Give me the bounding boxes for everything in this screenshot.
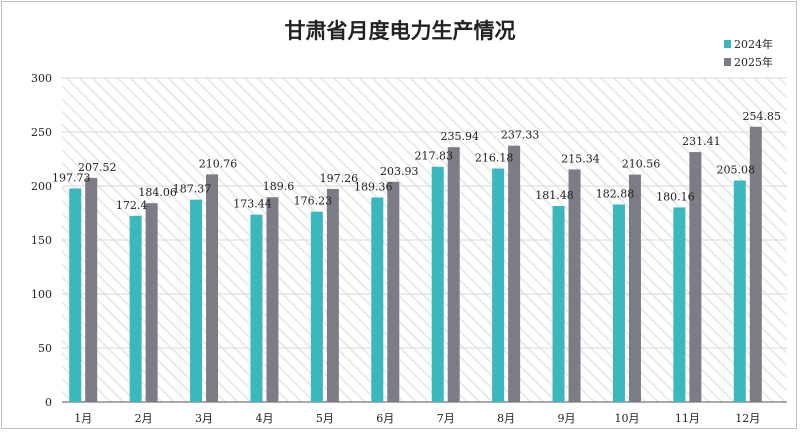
data-label: 172.4 [116, 199, 148, 212]
bar-2025 [447, 147, 460, 402]
bar-2024 [250, 214, 263, 402]
legend-label-2025: 2025年 [734, 55, 773, 69]
bar-2024 [371, 197, 384, 402]
data-label: 215.34 [561, 152, 600, 165]
bar-2024 [552, 206, 565, 402]
bar-2025 [508, 145, 521, 402]
bar-2025 [628, 174, 641, 402]
bar-2024 [492, 168, 505, 402]
data-label: 173.44 [233, 198, 272, 211]
data-label: 207.52 [78, 161, 117, 174]
legend-swatch-2024 [724, 40, 731, 48]
bar-2025 [206, 174, 219, 402]
data-label: 184.06 [138, 186, 177, 199]
data-label: 182.88 [596, 187, 635, 200]
x-tick-label: 1月 [74, 412, 92, 425]
bar-2024 [310, 211, 323, 402]
bar-2024 [612, 204, 625, 402]
data-label: 203.93 [380, 165, 419, 178]
legend-label-2024: 2024年 [734, 37, 773, 51]
data-label: 210.76 [199, 157, 238, 170]
bars [69, 126, 762, 403]
x-tick-label: 2月 [135, 412, 153, 425]
x-tick-label: 7月 [437, 412, 455, 425]
bar-2024 [673, 207, 686, 402]
legend: 2024年 2025年 [724, 37, 773, 69]
y-tick-label: 0 [45, 396, 52, 409]
data-label: 254.85 [743, 110, 782, 123]
chart-title: 甘肃省月度电力生产情况 [285, 19, 516, 43]
data-label: 216.18 [475, 152, 514, 165]
gridlines [62, 77, 787, 349]
bar-2024 [190, 199, 203, 402]
x-tick-label: 5月 [316, 412, 334, 425]
bar-2024 [733, 180, 746, 402]
x-tick-label: 10月 [614, 412, 639, 425]
x-tick-label: 8月 [497, 412, 515, 425]
data-label: 187.37 [173, 183, 212, 196]
data-label: 217.83 [414, 150, 453, 163]
legend-swatch-2025 [724, 58, 731, 66]
data-label: 180.16 [656, 190, 695, 203]
y-tick-label: 250 [31, 126, 52, 139]
y-axis-ticks: 0 50 100 150 200 250 300 [31, 72, 52, 409]
data-label: 176.23 [294, 195, 333, 208]
bar-2024 [431, 166, 444, 402]
data-label: 205.08 [717, 164, 756, 177]
bar-2025 [145, 203, 158, 402]
bar-2025 [326, 188, 339, 402]
data-label: 189.6 [263, 180, 295, 193]
bar-2025 [85, 177, 98, 402]
x-tick-label: 3月 [195, 412, 213, 425]
data-label: 210.56 [622, 158, 661, 171]
bar-2025 [266, 197, 279, 402]
data-label: 181.48 [535, 189, 574, 202]
bar-2024 [129, 215, 142, 402]
data-label: 237.33 [501, 129, 540, 142]
x-tick-label: 9月 [558, 412, 576, 425]
x-tick-label: 12月 [735, 412, 760, 425]
data-label: 197.26 [320, 172, 359, 185]
y-tick-label: 100 [31, 288, 52, 301]
bar-2025 [568, 169, 581, 402]
y-tick-label: 300 [31, 72, 52, 85]
bar-2025 [749, 126, 762, 403]
y-tick-label: 150 [31, 234, 52, 247]
x-axis-ticks: 1月 2月 3月 4月 5月 6月 7月 8月 9月 10月 11月 12月 [74, 412, 760, 425]
data-label: 189.36 [354, 180, 393, 193]
x-tick-label: 6月 [376, 412, 394, 425]
x-tick-label: 11月 [675, 412, 700, 425]
x-tick-label: 4月 [255, 412, 273, 425]
bar-2025 [387, 181, 400, 402]
bar-2024 [69, 188, 82, 402]
bar-2025 [689, 152, 702, 402]
data-label: 197.73 [52, 171, 91, 184]
y-tick-label: 200 [31, 180, 52, 193]
data-label: 235.94 [440, 130, 479, 143]
data-label: 231.41 [682, 135, 721, 148]
y-tick-label: 50 [38, 342, 52, 355]
